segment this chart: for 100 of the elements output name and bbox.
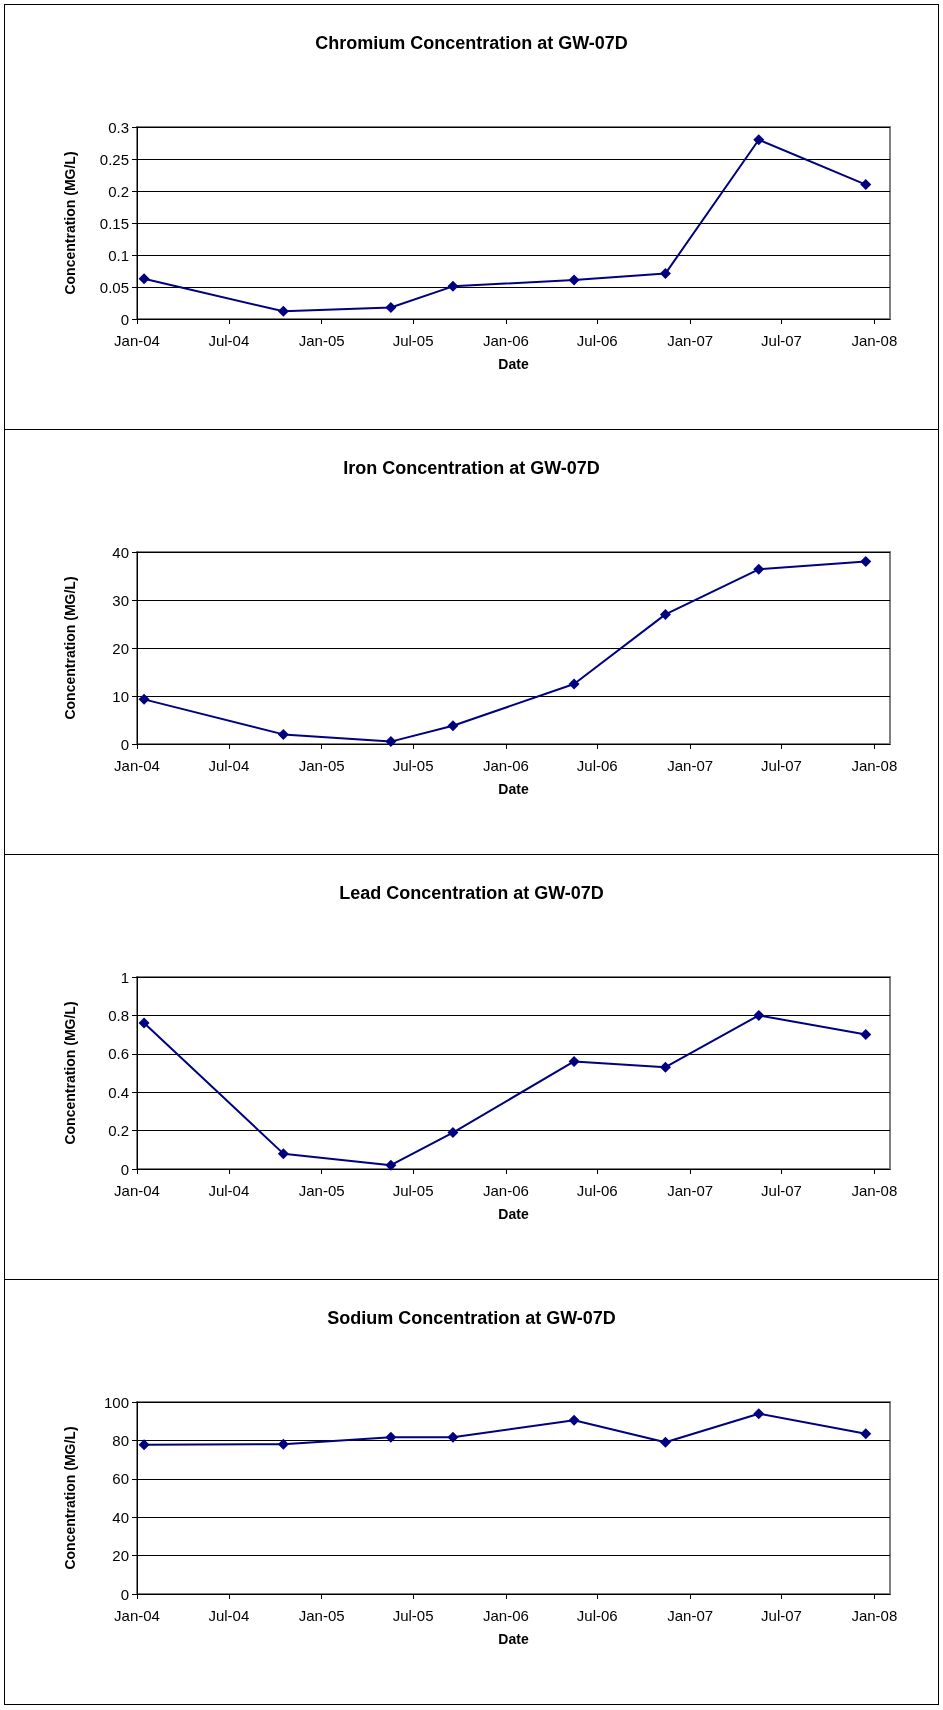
- x-tick-label: Jan-04: [114, 332, 160, 349]
- y-tick-label: 10: [112, 687, 129, 705]
- point: [138, 273, 150, 285]
- point: [277, 728, 289, 740]
- x-tick-label: Jan-04: [114, 1607, 160, 1624]
- x-tick-label: Jul-07: [761, 757, 802, 774]
- x-tick-label: Jan-05: [298, 332, 345, 349]
- y-tick-label: 0.4: [108, 1083, 129, 1101]
- x-tick-label: Jul-06: [576, 1182, 618, 1199]
- x-tick-label: Jul-07: [761, 1182, 802, 1199]
- point: [138, 1017, 150, 1029]
- y-axis-title: Concentration (MG/L): [62, 151, 78, 295]
- x-tick-label: Jul-07: [761, 1607, 802, 1624]
- x-tick-label: Jul-04: [208, 332, 250, 349]
- y-tick-label: 0.25: [99, 150, 129, 168]
- point: [753, 1009, 765, 1021]
- x-tick-label: Jul-06: [576, 757, 618, 774]
- point: [753, 134, 765, 146]
- y-tick-label: 1: [120, 968, 129, 986]
- point: [659, 1061, 671, 1073]
- y-tick-label: 0.05: [99, 278, 129, 296]
- point: [659, 608, 671, 620]
- x-tick-label: Jan-04: [114, 1182, 160, 1199]
- point: [659, 1436, 671, 1448]
- point: [385, 1431, 397, 1443]
- y-tick-label: 0.1: [108, 246, 129, 264]
- point: [447, 720, 459, 732]
- x-tick-label: Jul-06: [576, 332, 618, 349]
- x-tick-label: Jul-05: [392, 1607, 434, 1624]
- point: [860, 179, 872, 191]
- x-tick-label: Jul-04: [208, 757, 250, 774]
- x-tick-label: Jan-05: [298, 1182, 345, 1199]
- y-axis-title: Concentration (MG/L): [62, 1001, 78, 1145]
- chart-title: Iron Concentration at GW-07D: [343, 458, 600, 478]
- point: [385, 736, 397, 748]
- y-tick-label: 60: [112, 1470, 129, 1488]
- x-tick-label: Jan-08: [851, 1607, 898, 1624]
- point: [277, 305, 289, 317]
- y-tick-label: 20: [112, 639, 129, 657]
- x-tick-label: Jul-04: [208, 1607, 250, 1624]
- x-tick-label: Jul-04: [208, 1182, 250, 1199]
- y-tick-label: 0: [120, 1585, 129, 1603]
- y-tick-label: 0.6: [108, 1045, 129, 1063]
- x-tick-label: Jan-05: [298, 1607, 345, 1624]
- x-tick-label: Jan-06: [482, 332, 529, 349]
- x-tick-label: Jan-07: [667, 1607, 714, 1624]
- x-tick-label: Jul-05: [392, 332, 434, 349]
- x-tick-label: Jul-06: [576, 1607, 618, 1624]
- y-tick-label: 0: [120, 310, 129, 328]
- y-axis-title: Concentration (MG/L): [62, 1426, 78, 1570]
- point: [860, 1428, 872, 1440]
- point: [138, 693, 150, 705]
- y-tick-label: 0: [120, 735, 129, 753]
- x-tick-label: Jan-08: [851, 332, 898, 349]
- point: [568, 1055, 580, 1067]
- y-tick-label: 0.3: [108, 118, 129, 136]
- x-tick-label: Jan-08: [851, 1182, 898, 1199]
- y-tick-label: 0.2: [108, 1122, 129, 1140]
- x-tick-label: Jan-06: [482, 757, 529, 774]
- x-tick-label: Jan-06: [482, 1182, 529, 1199]
- point: [568, 678, 580, 690]
- point: [753, 1408, 765, 1420]
- point: [568, 274, 580, 286]
- point: [385, 301, 397, 313]
- x-axis-title: Date: [498, 781, 529, 797]
- x-tick-label: Jan-06: [482, 1607, 529, 1624]
- x-tick-label: Jul-07: [761, 332, 802, 349]
- x-axis-title: Date: [498, 1631, 529, 1647]
- x-tick-label: Jan-07: [667, 1182, 714, 1199]
- x-tick-label: Jul-05: [392, 1182, 434, 1199]
- x-tick-label: Jan-08: [851, 757, 898, 774]
- chart-title: Chromium Concentration at GW-07D: [315, 33, 628, 53]
- y-tick-label: 30: [112, 591, 129, 609]
- x-tick-label: Jan-04: [114, 757, 160, 774]
- x-axis-title: Date: [498, 1206, 529, 1222]
- y-tick-label: 100: [103, 1393, 129, 1411]
- chart-title: Sodium Concentration at GW-07D: [327, 1308, 616, 1328]
- x-tick-label: Jan-07: [667, 332, 714, 349]
- chart-title: Lead Concentration at GW-07D: [339, 883, 604, 903]
- point: [277, 1148, 289, 1160]
- x-tick-label: Jan-05: [298, 757, 345, 774]
- y-tick-label: 0.15: [99, 214, 129, 232]
- point: [860, 556, 872, 568]
- y-tick-label: 0.2: [108, 182, 129, 200]
- point: [659, 268, 671, 280]
- y-tick-label: 0.8: [108, 1006, 129, 1024]
- point: [447, 1431, 459, 1443]
- point: [385, 1159, 397, 1171]
- x-tick-label: Jul-05: [392, 757, 434, 774]
- y-tick-label: 40: [112, 543, 129, 561]
- point: [447, 1127, 459, 1139]
- y-tick-label: 20: [112, 1547, 129, 1565]
- point: [568, 1414, 580, 1426]
- y-axis-title: Concentration (MG/L): [62, 576, 78, 720]
- x-tick-label: Jan-07: [667, 757, 714, 774]
- y-tick-label: 0: [120, 1160, 129, 1178]
- y-tick-label: 80: [112, 1431, 129, 1449]
- point: [447, 280, 459, 292]
- point: [277, 1438, 289, 1450]
- y-tick-label: 40: [112, 1508, 129, 1526]
